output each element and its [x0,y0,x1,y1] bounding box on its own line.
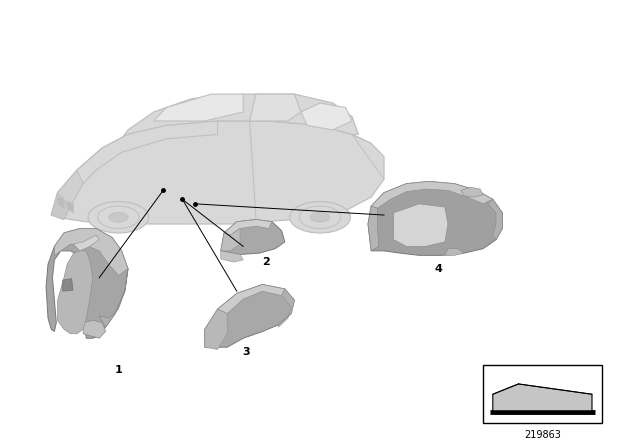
Polygon shape [58,251,93,334]
Text: 2: 2 [262,257,269,267]
Ellipse shape [300,206,341,228]
Ellipse shape [98,206,140,228]
Polygon shape [493,384,592,411]
Polygon shape [74,235,99,251]
Polygon shape [218,284,285,314]
Polygon shape [224,220,272,235]
Polygon shape [445,249,464,255]
Polygon shape [371,181,493,208]
Ellipse shape [109,212,128,222]
Polygon shape [51,193,70,220]
Ellipse shape [88,202,149,233]
Polygon shape [221,228,240,251]
Polygon shape [115,94,358,148]
Text: 3: 3 [243,347,250,357]
Polygon shape [278,289,294,327]
Polygon shape [154,94,243,121]
Polygon shape [58,197,64,208]
Polygon shape [67,202,74,213]
Polygon shape [368,206,379,251]
Polygon shape [368,181,502,255]
Text: 219863: 219863 [524,430,561,439]
Polygon shape [51,134,128,220]
Polygon shape [99,269,128,327]
Polygon shape [46,228,128,338]
Ellipse shape [310,212,330,222]
Text: 4: 4 [435,264,442,274]
Polygon shape [221,251,243,262]
Ellipse shape [290,202,351,233]
Polygon shape [301,103,352,130]
Polygon shape [51,121,384,224]
Polygon shape [250,94,301,121]
Polygon shape [205,284,294,347]
Polygon shape [221,220,285,254]
Text: 1: 1 [115,365,122,375]
Polygon shape [54,228,128,276]
Polygon shape [488,199,502,240]
Polygon shape [394,204,448,246]
Polygon shape [77,121,218,184]
Polygon shape [83,320,106,338]
Bar [483,365,602,423]
Polygon shape [461,187,483,197]
Polygon shape [205,309,227,349]
Polygon shape [63,279,73,291]
